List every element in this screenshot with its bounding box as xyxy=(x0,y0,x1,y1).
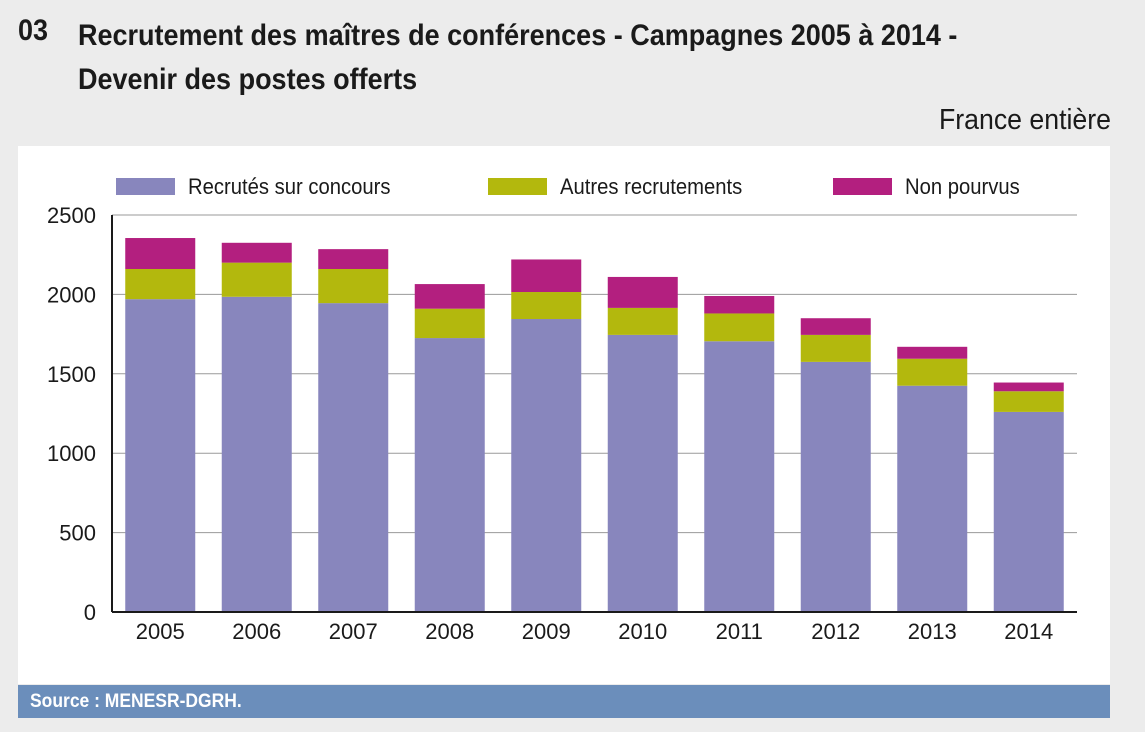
chart-title-line-1: Recrutement des maîtres de conférences -… xyxy=(78,19,958,52)
figure-number: 03 xyxy=(18,14,49,47)
bar-2007-autres-recrutements xyxy=(318,268,389,304)
chart-title: Recrutement des maîtres de conférences -… xyxy=(78,14,1050,102)
bar-2009-recrutes-sur-concours xyxy=(511,319,582,612)
bar-2010-recrutes-sur-concours xyxy=(607,334,678,612)
bar-2011-recrutes-sur-concours xyxy=(704,341,775,612)
bar-2006-non-pourvus xyxy=(221,242,292,263)
x-tick-label: 2008 xyxy=(425,619,474,644)
y-tick-label: 1500 xyxy=(47,362,96,387)
bar-2009-autres-recrutements xyxy=(511,292,582,320)
bar-2013-recrutes-sur-concours xyxy=(897,385,968,612)
source-bar: Source : MENESR-DGRH. xyxy=(18,685,1110,718)
bar-2010-autres-recrutements xyxy=(607,307,678,335)
legend-label-recrutes-concours: Recrutés sur concours xyxy=(188,174,391,199)
bar-2007-non-pourvus xyxy=(318,249,389,269)
bar-2014-autres-recrutements xyxy=(993,391,1064,412)
bar-2011-autres-recrutements xyxy=(704,313,775,342)
bar-2009-non-pourvus xyxy=(511,259,582,293)
bar-2014-non-pourvus xyxy=(993,382,1064,392)
x-tick-label: 2012 xyxy=(811,619,860,644)
bar-2010-non-pourvus xyxy=(607,276,678,308)
bar-2005-autres-recrutements xyxy=(125,268,196,300)
chart-title-line-2: Devenir des postes offerts xyxy=(78,63,418,96)
y-tick-label: 1000 xyxy=(47,441,96,466)
x-tick-label: 2010 xyxy=(618,619,667,644)
bar-2005-recrutes-sur-concours xyxy=(125,299,196,612)
bar-2013-autres-recrutements xyxy=(897,358,968,386)
y-tick-label: 2000 xyxy=(47,282,96,307)
bar-2014-recrutes-sur-concours xyxy=(993,411,1064,612)
bar-2012-autres-recrutements xyxy=(800,334,871,362)
bar-2005-non-pourvus xyxy=(125,238,196,269)
bar-2011-non-pourvus xyxy=(704,295,775,314)
bar-2008-autres-recrutements xyxy=(414,308,485,339)
legend-swatch-autres-recrutements xyxy=(488,178,547,195)
x-tick-label: 2013 xyxy=(908,619,957,644)
chart-subtitle: France entière xyxy=(938,104,1111,136)
bar-2006-recrutes-sur-concours xyxy=(221,296,292,612)
bar-2007-recrutes-sur-concours xyxy=(318,303,389,612)
legend-label-non-pourvus: Non pourvus xyxy=(905,174,1020,199)
legend-label-autres-recrutements: Autres recrutements xyxy=(560,174,743,199)
bar-2008-non-pourvus xyxy=(414,284,485,309)
bar-2012-recrutes-sur-concours xyxy=(800,361,871,612)
x-tick-label: 2011 xyxy=(716,619,763,644)
bar-2008-recrutes-sur-concours xyxy=(414,338,485,612)
bar-2006-autres-recrutements xyxy=(221,262,292,297)
legend-swatch-non-pourvus xyxy=(833,178,892,195)
bar-2013-non-pourvus xyxy=(897,346,968,359)
x-tick-label: 2009 xyxy=(522,619,571,644)
x-tick-label: 2014 xyxy=(1004,619,1053,644)
y-tick-label: 0 xyxy=(84,600,96,625)
bar-2012-non-pourvus xyxy=(800,318,871,335)
x-tick-label: 2005 xyxy=(136,619,185,644)
x-tick-label: 2007 xyxy=(329,619,378,644)
legend-swatch-recrutes-concours xyxy=(116,178,175,195)
source-text: Source : MENESR-DGRH. xyxy=(30,691,242,712)
y-tick-label: 500 xyxy=(59,521,96,546)
x-tick-label: 2006 xyxy=(232,619,281,644)
y-tick-label: 2500 xyxy=(47,203,96,228)
